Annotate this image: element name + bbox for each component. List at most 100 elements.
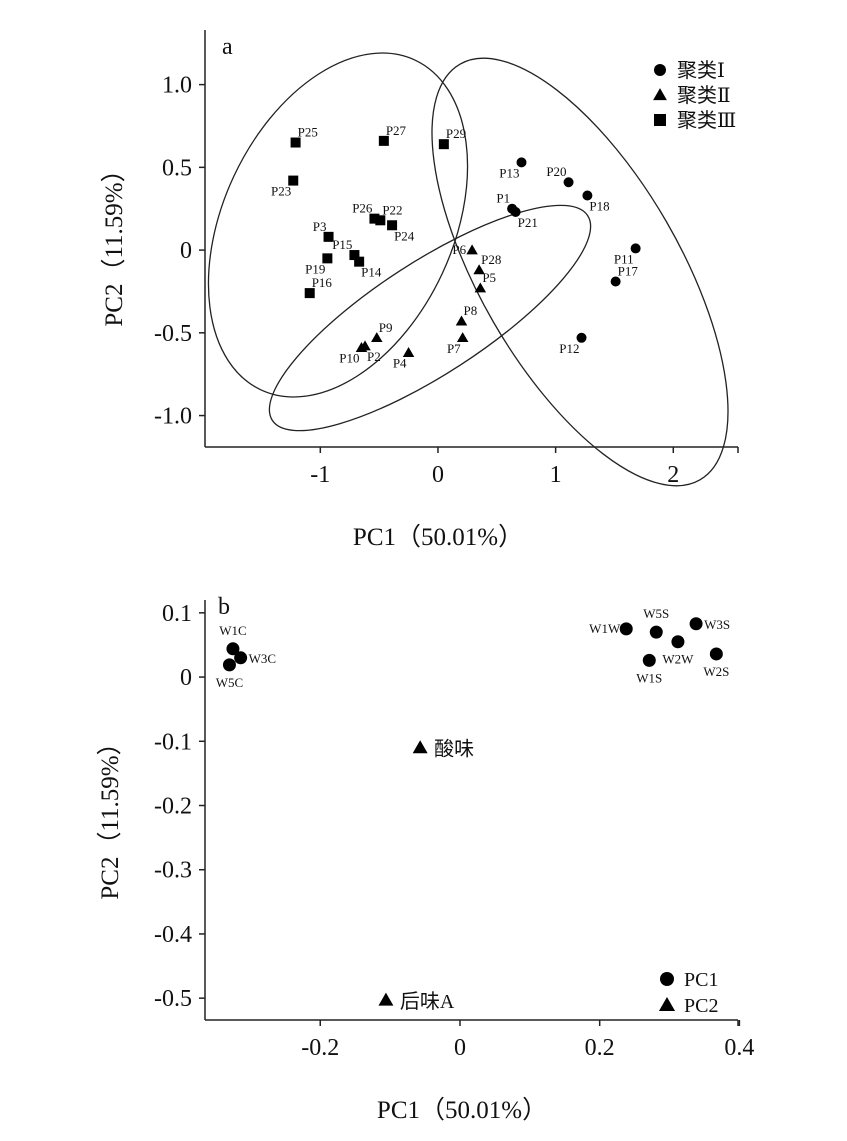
x-tick-label: 0.4 xyxy=(724,1035,754,1061)
point-label: P5 xyxy=(482,270,496,285)
point-label: P17 xyxy=(618,264,639,279)
point-label: P22 xyxy=(382,202,402,217)
point-label: P11 xyxy=(614,251,634,266)
point-label: P2 xyxy=(367,349,381,364)
y-tick-label: 0 xyxy=(180,665,192,691)
legend-label: 聚类Ⅲ xyxy=(677,109,736,132)
y-tick-label: -0.1 xyxy=(154,729,192,755)
point-label: P26 xyxy=(352,201,373,216)
point-label: P6 xyxy=(452,242,466,257)
panel-b-ylabel: PC2（11.59%） xyxy=(96,730,124,899)
circle-marker xyxy=(709,647,723,661)
panel-a-plot: a PC1（50.01%） PC2（11.59%） -1 0 1 2 1.0 0.5 0 -0… xyxy=(100,30,739,551)
point-label: P7 xyxy=(447,341,461,356)
circle-marker xyxy=(582,190,593,201)
cluster-ellipse xyxy=(431,57,729,487)
circle-marker xyxy=(689,617,703,631)
point-label: W3S xyxy=(704,617,730,632)
point-label: P21 xyxy=(518,215,538,230)
legend-square-icon xyxy=(654,114,666,126)
square-marker xyxy=(369,213,380,224)
circle-marker xyxy=(671,635,685,649)
x-tick-label: -0.2 xyxy=(301,1035,339,1061)
square-marker xyxy=(349,250,360,261)
triangle-marker xyxy=(378,992,394,1006)
x-tick-label: 0 xyxy=(432,462,444,488)
cluster-ellipse xyxy=(207,52,469,398)
circle-marker xyxy=(234,651,248,665)
y-tick-label: 0 xyxy=(180,238,192,264)
legend-label: 聚类Ⅰ xyxy=(677,59,725,82)
point-label: P12 xyxy=(559,341,579,356)
point-label: W1S xyxy=(636,670,662,685)
square-marker xyxy=(290,137,301,148)
panel-a-label: a xyxy=(222,34,233,60)
square-marker xyxy=(304,288,315,299)
square-marker xyxy=(288,175,299,186)
panel-a-ylabel: PC2（11.59%） xyxy=(100,157,128,326)
y-tick-label: -0.5 xyxy=(154,986,192,1012)
panel-b-plot: b PC1（50.01%） PC2（11.59%） -0.2 0 0.2 0.4 0.1… xyxy=(96,594,754,1124)
point-label: P10 xyxy=(339,351,359,366)
circle-marker xyxy=(563,177,574,188)
point-label: P1 xyxy=(496,191,510,206)
point-label: W1C xyxy=(219,623,246,638)
point-label: P15 xyxy=(332,237,352,252)
y-tick-label: -0.2 xyxy=(154,794,192,820)
point-label: P14 xyxy=(361,265,382,280)
triangle-marker xyxy=(474,282,487,293)
square-marker xyxy=(322,253,333,264)
y-tick-label: -0.5 xyxy=(154,321,192,347)
point-label: 酸味 xyxy=(434,738,474,761)
triangle-marker xyxy=(402,346,415,357)
point-label: 后味A xyxy=(400,990,455,1013)
y-tick-label: 1.0 xyxy=(162,73,192,99)
point-label: P20 xyxy=(546,164,566,179)
point-label: P3 xyxy=(313,219,327,234)
circle-marker xyxy=(222,658,236,672)
circle-marker xyxy=(226,642,240,656)
triangle-marker xyxy=(371,332,383,343)
legend-triangle-icon xyxy=(658,997,676,1011)
point-label: W2W xyxy=(662,652,694,667)
legend-label: PC1 xyxy=(684,969,718,991)
panel-b-xlabel: PC1（50.01%） xyxy=(377,1096,547,1124)
point-label: P9 xyxy=(379,320,393,335)
circle-marker xyxy=(619,622,633,636)
point-label: P27 xyxy=(386,123,407,138)
legend-circle-icon xyxy=(660,972,674,986)
point-label: W2S xyxy=(703,664,729,679)
panel-a-xlabel: PC1（50.01%） xyxy=(353,523,523,551)
point-label: W5C xyxy=(216,675,243,690)
circle-marker xyxy=(576,332,587,343)
point-label: P4 xyxy=(393,356,407,371)
point-label: P19 xyxy=(305,261,325,276)
point-label: P16 xyxy=(312,275,333,290)
circle-marker xyxy=(610,276,621,287)
triangle-marker xyxy=(412,740,428,754)
point-label: P25 xyxy=(298,125,318,140)
point-label: P18 xyxy=(589,198,609,213)
square-marker xyxy=(323,231,334,242)
point-label: P8 xyxy=(463,303,477,318)
circle-marker xyxy=(510,207,521,218)
point-label: W5S xyxy=(643,606,669,621)
legend-triangle-icon xyxy=(653,88,667,101)
x-tick-label: 0.2 xyxy=(585,1035,615,1061)
point-label: P13 xyxy=(499,165,519,180)
x-tick-label: 0 xyxy=(454,1035,466,1061)
y-tick-label: 0.1 xyxy=(162,601,192,627)
x-tick-label: 2 xyxy=(667,462,679,488)
y-tick-label: -0.4 xyxy=(154,922,192,948)
legend-label: PC2 xyxy=(684,995,718,1017)
point-label: W3C xyxy=(249,651,276,666)
circle-marker xyxy=(642,653,656,667)
square-marker xyxy=(354,256,365,267)
square-marker xyxy=(438,139,449,150)
square-marker xyxy=(387,220,398,231)
x-tick-label: 1 xyxy=(550,462,562,488)
triangle-marker xyxy=(359,340,371,351)
y-tick-label: -1.0 xyxy=(154,404,192,430)
legend-circle-icon xyxy=(654,64,666,76)
